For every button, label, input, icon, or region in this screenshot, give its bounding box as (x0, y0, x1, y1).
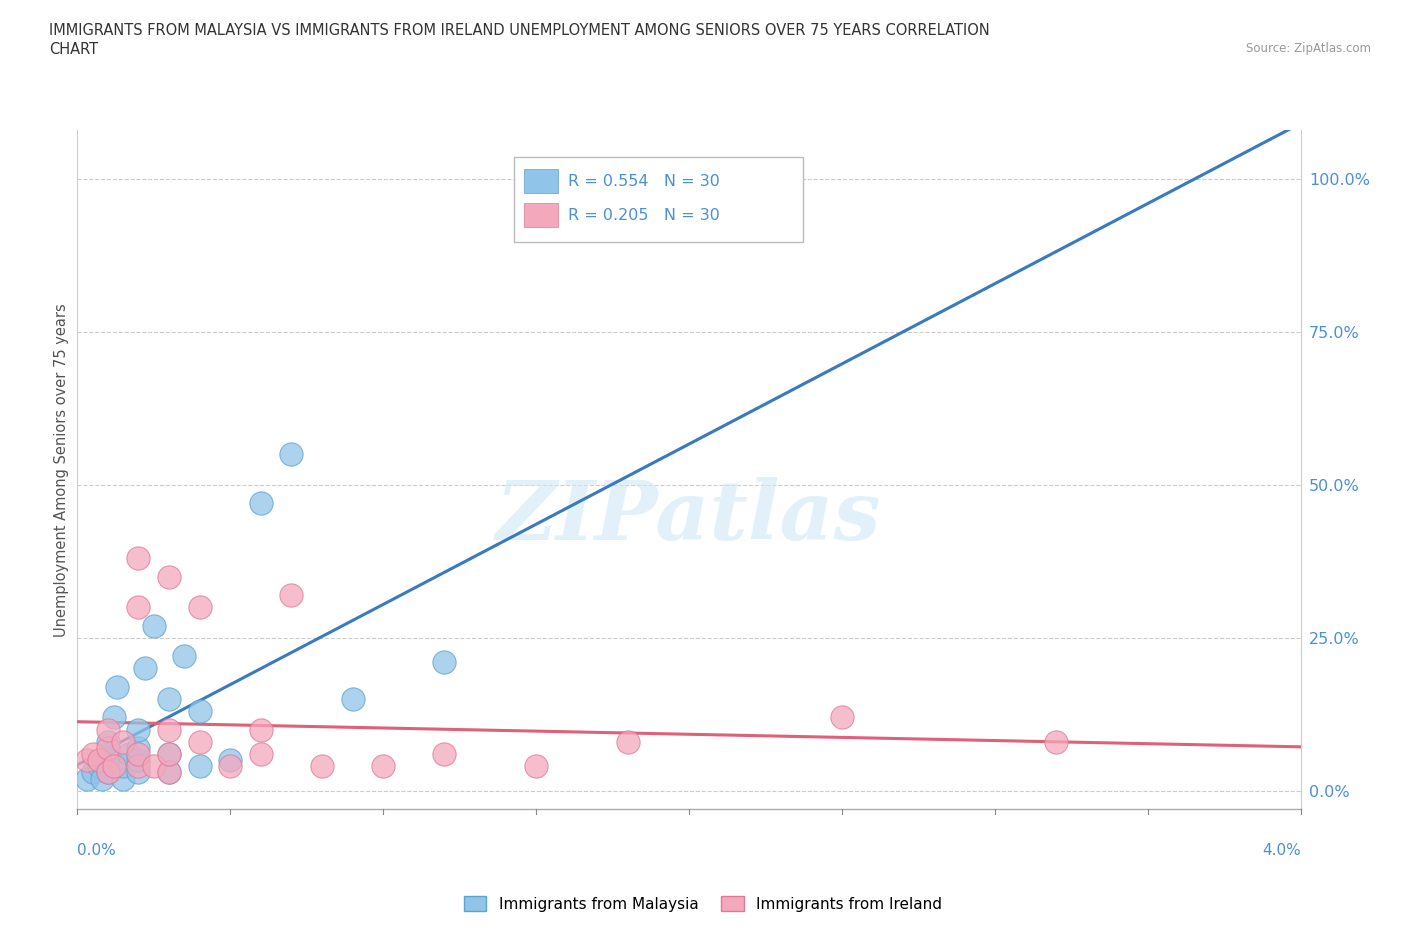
Point (127, 740, 149, 755)
Point (97, 723, 120, 737)
Point (371, 759, 394, 774)
Legend: Immigrants from Malaysia, Immigrants from Ireland: Immigrants from Malaysia, Immigrants fro… (457, 889, 949, 918)
Point (134, 661, 156, 676)
Point (127, 723, 149, 737)
Point (831, 710, 853, 724)
Point (105, 679, 128, 694)
Point (1045, 735, 1067, 750)
Point (127, 747, 149, 762)
Point (142, 618, 165, 633)
Point (250, 496, 273, 511)
Point (112, 735, 135, 750)
Text: R = 0.205   N = 30: R = 0.205 N = 30 (568, 207, 720, 222)
Point (97, 752, 120, 767)
Point (112, 771, 135, 786)
Point (82, 765, 104, 780)
Point (127, 752, 149, 767)
Point (103, 710, 125, 724)
FancyBboxPatch shape (515, 157, 803, 242)
Text: R = 0.554   N = 30: R = 0.554 N = 30 (568, 174, 720, 189)
Point (76, 752, 98, 767)
Point (524, 759, 547, 774)
Point (157, 747, 180, 762)
Point (250, 723, 273, 737)
Point (127, 600, 149, 615)
Point (188, 735, 211, 750)
Point (616, 735, 638, 750)
Point (97, 765, 120, 780)
Point (433, 747, 456, 762)
Text: IMMIGRANTS FROM MALAYSIA VS IMMIGRANTS FROM IRELAND UNEMPLOYMENT AMONG SENIORS O: IMMIGRANTS FROM MALAYSIA VS IMMIGRANTS F… (49, 23, 990, 38)
Point (157, 747, 180, 762)
Text: ZIPatlas: ZIPatlas (496, 477, 882, 557)
Point (157, 765, 180, 780)
Point (127, 551, 149, 565)
Point (342, 692, 364, 707)
Point (142, 759, 165, 774)
Point (97, 765, 120, 780)
Text: 0.0%: 0.0% (77, 844, 117, 858)
Point (188, 600, 211, 615)
Point (250, 747, 273, 762)
Point (87, 752, 110, 767)
Point (157, 723, 180, 737)
Point (157, 569, 180, 584)
Text: 4.0%: 4.0% (1261, 844, 1301, 858)
Point (280, 447, 302, 462)
Text: Source: ZipAtlas.com: Source: ZipAtlas.com (1246, 42, 1371, 55)
Text: CHART: CHART (49, 42, 98, 57)
Point (90, 771, 112, 786)
Point (280, 588, 302, 603)
Point (103, 759, 125, 774)
Point (173, 649, 195, 664)
Point (87, 759, 110, 774)
Point (97, 740, 120, 755)
Point (76, 771, 98, 786)
Bar (524, 203, 558, 227)
Point (112, 759, 135, 774)
Point (127, 759, 149, 774)
Point (219, 759, 242, 774)
Point (157, 765, 180, 780)
Point (118, 747, 141, 762)
Y-axis label: Unemployment Among Seniors over 75 years: Unemployment Among Seniors over 75 years (53, 303, 69, 636)
Point (188, 704, 211, 719)
Point (188, 759, 211, 774)
Point (311, 759, 333, 774)
Point (157, 692, 180, 707)
Point (97, 735, 120, 750)
Point (127, 765, 149, 780)
Point (219, 752, 242, 767)
Point (433, 655, 456, 670)
Point (97, 747, 120, 762)
Bar (524, 169, 558, 193)
Point (82, 747, 104, 762)
